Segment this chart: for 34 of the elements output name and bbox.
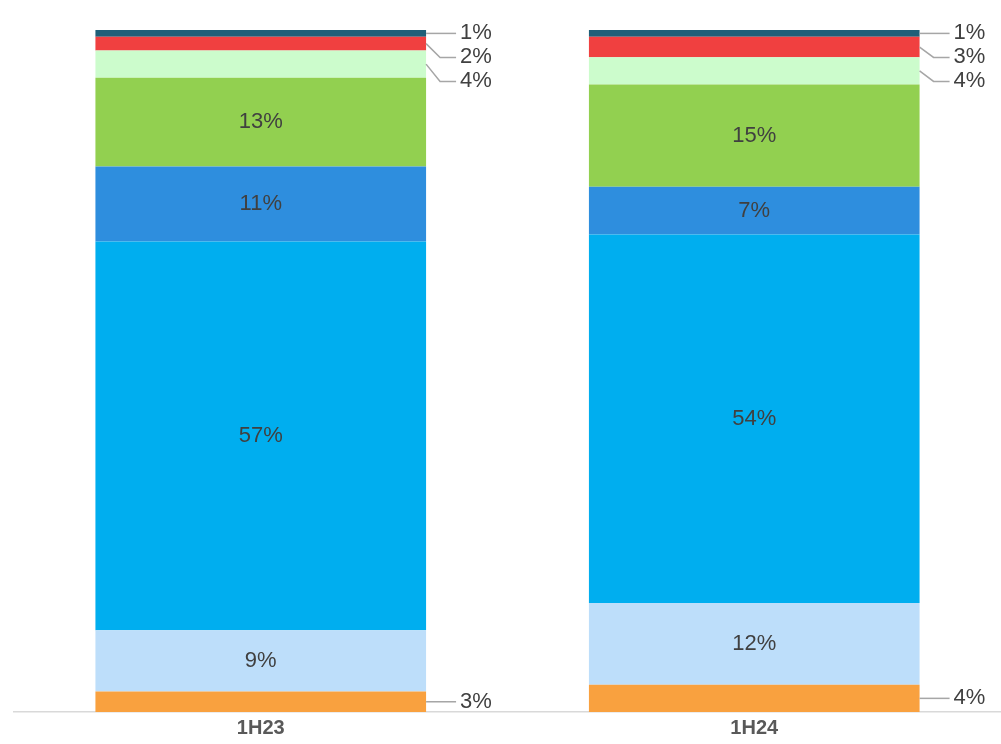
bar (588, 36, 920, 58)
data-label: 12% (732, 629, 777, 655)
data-label: 4% (460, 67, 492, 93)
data-label: 2% (460, 43, 492, 69)
data-label: 1% (460, 19, 492, 45)
data-label: 3% (953, 43, 986, 69)
bar (95, 36, 427, 51)
data-label: 15% (732, 121, 777, 147)
bar (588, 57, 920, 85)
bar (588, 684, 920, 712)
data-label: 13% (238, 108, 283, 134)
bar (95, 691, 427, 712)
x-tick-label: 1H24 (730, 715, 780, 738)
bar (95, 30, 427, 37)
data-label: 57% (238, 421, 283, 447)
data-label: 1% (953, 19, 986, 45)
bar (588, 186, 920, 235)
bar (588, 30, 920, 37)
bar (95, 241, 427, 631)
bar (588, 602, 920, 685)
bar (588, 84, 920, 187)
data-label: 9% (244, 646, 277, 672)
data-label: 7% (738, 196, 771, 222)
bar (95, 50, 427, 78)
data-label: 54% (732, 404, 777, 430)
data-label: 4% (953, 684, 986, 710)
x-tick-label: 1H23 (236, 715, 285, 738)
bar (95, 630, 427, 692)
data-label: 4% (953, 67, 986, 93)
bar (588, 234, 920, 603)
data-label: 11% (239, 189, 282, 215)
bar (95, 77, 427, 167)
bar (95, 166, 427, 242)
data-label: 3% (460, 687, 492, 713)
